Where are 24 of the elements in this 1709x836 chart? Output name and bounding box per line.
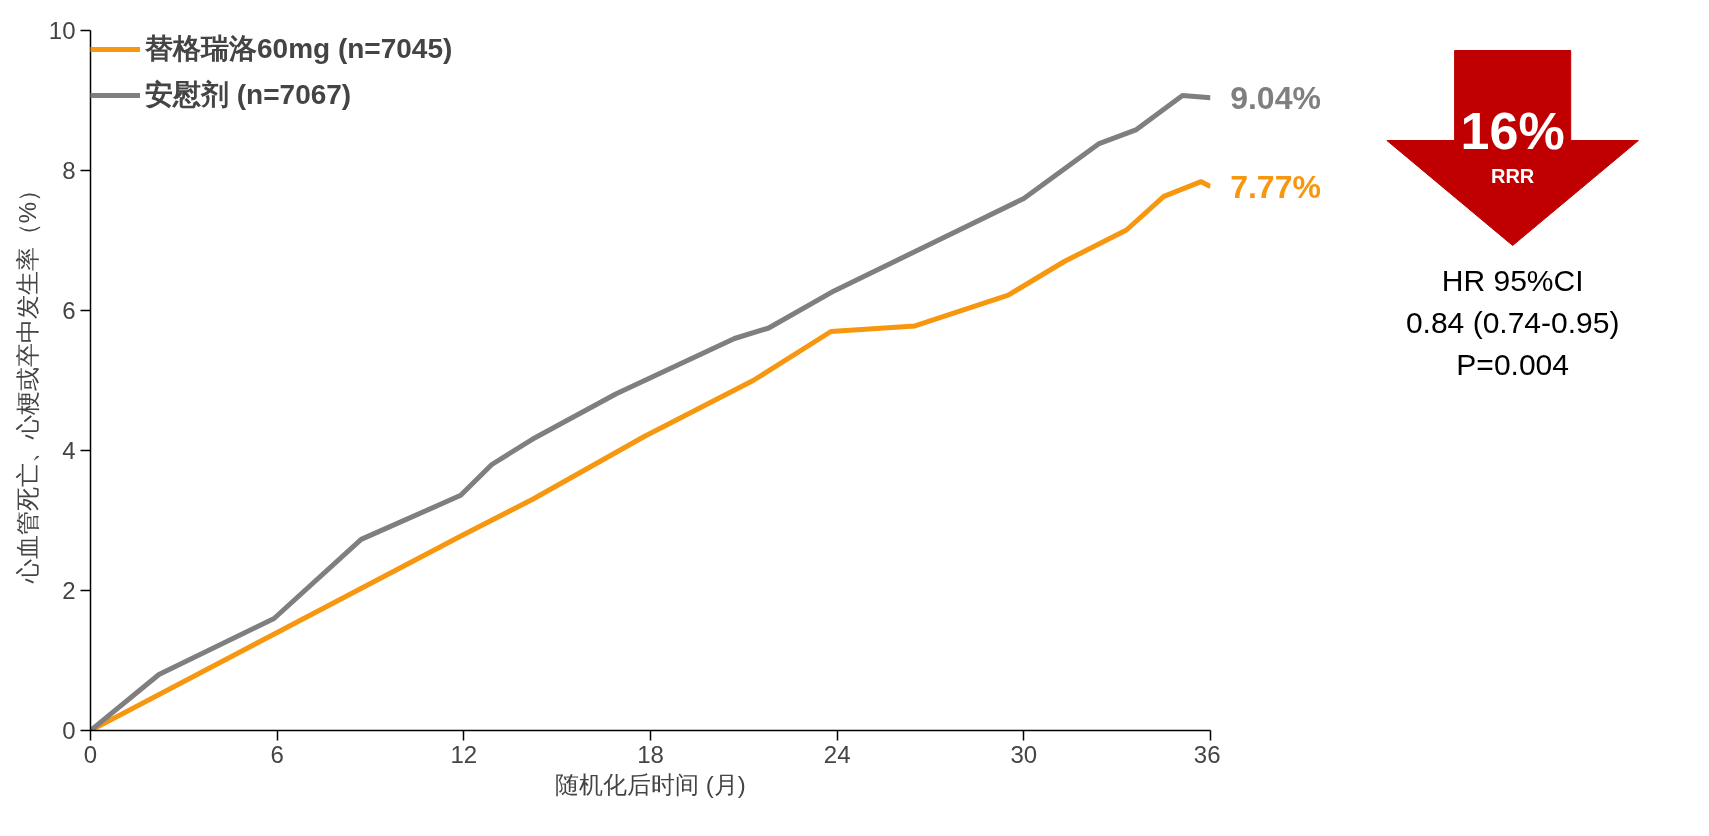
x-tick-label: 24 (823, 740, 851, 768)
x-tick-label: 30 (1010, 740, 1038, 768)
x-axis-title: 随机化后时间 (月) (555, 770, 746, 798)
x-tick-label: 36 (1193, 740, 1221, 768)
text: HR 95%CI (1441, 264, 1584, 297)
y-tick-label: 6 (62, 297, 76, 324)
annotation: 7.77% (1230, 168, 1321, 205)
x-tick-label: 18 (637, 740, 664, 768)
text: P=0.004 (1456, 348, 1569, 381)
annotation: 9.04% (1230, 79, 1321, 116)
text: 0.84 (0.74-0.95) (1405, 306, 1620, 339)
legend-label: 替格瑞洛60mg (n=7045) (145, 32, 453, 66)
text: RRR (1490, 164, 1535, 187)
y-tick-label: 4 (62, 437, 76, 464)
y-tick-label: 8 (62, 157, 76, 184)
y-tick-label: 0 (62, 717, 76, 744)
y-axis-title: 心血管死亡、心梗或卒中发生率（%） (13, 177, 41, 585)
text: 16% (1460, 101, 1565, 160)
x-tick-label: 12 (450, 740, 478, 768)
y-tick-label: 2 (62, 577, 76, 604)
legend-label: 安慰剂 (n=7067) (145, 78, 352, 112)
x-tick-label: 0 (83, 740, 98, 768)
y-tick-label: 10 (48, 17, 76, 44)
x-tick-label: 6 (270, 740, 284, 768)
